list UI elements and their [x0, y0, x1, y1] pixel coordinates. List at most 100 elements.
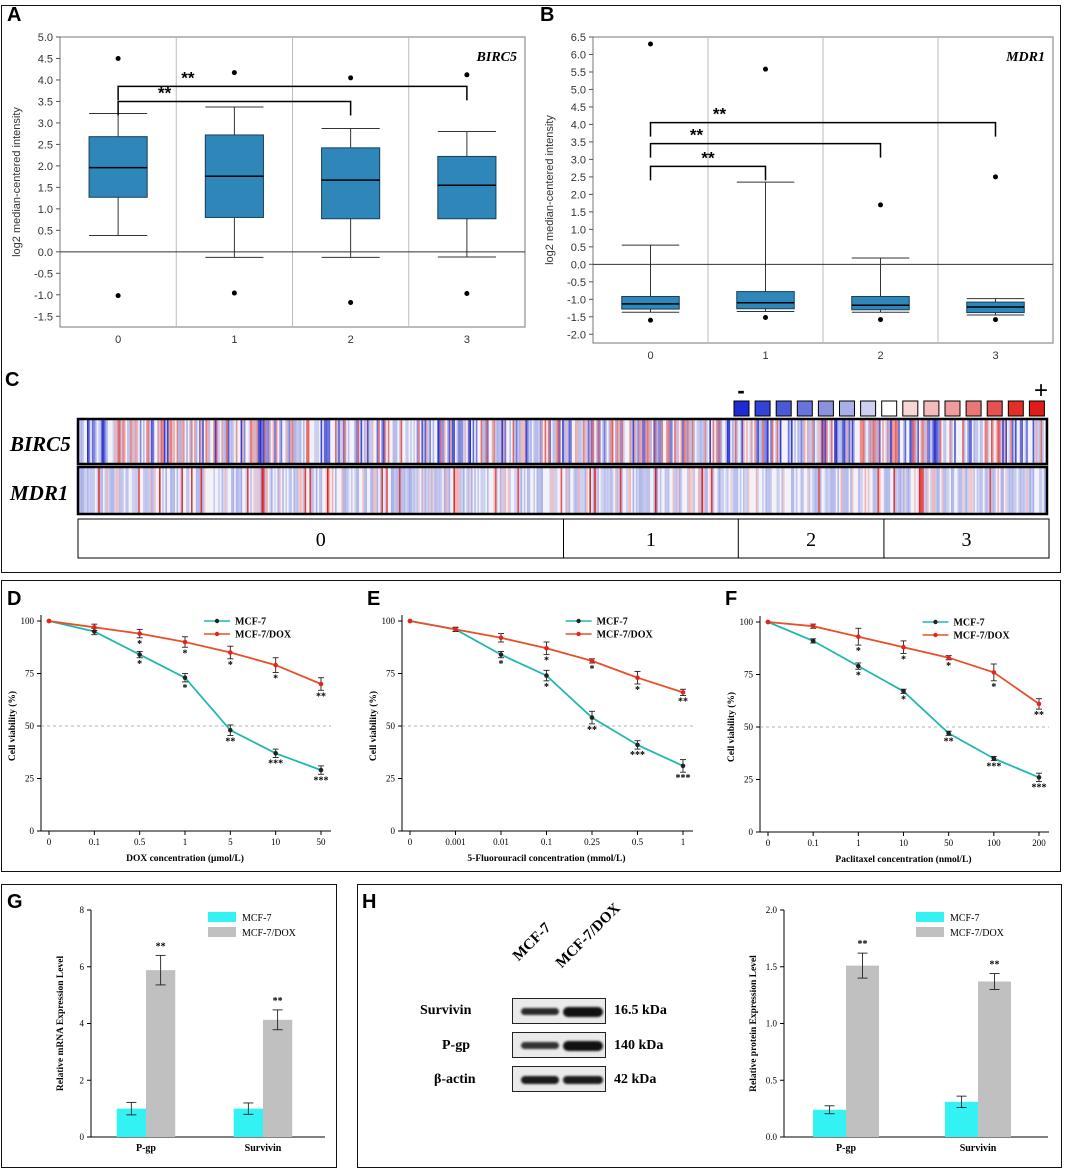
heatmap-cell [280, 420, 283, 463]
heatmap-cell [875, 468, 878, 513]
x-tick-label: 0 [408, 837, 413, 847]
heatmap-cell [311, 468, 313, 513]
bar [262, 1019, 293, 1137]
heatmap-cell [1042, 420, 1044, 463]
blot-size-label: 16.5 kDa [614, 1003, 667, 1018]
heatmap-cell [149, 468, 151, 513]
heatmap-cell [648, 468, 651, 513]
heatmap-cell [802, 420, 804, 463]
heatmap-cell [575, 420, 577, 463]
heatmap-cell [157, 420, 159, 463]
heatmap-cell [275, 420, 278, 463]
heatmap-cell [891, 420, 894, 463]
heatmap-cell [859, 468, 862, 513]
heatmap-cell [655, 420, 657, 463]
heatmap-cell [231, 420, 233, 463]
heatmap-cell [263, 420, 265, 463]
y-tick-label: 2.0 [571, 189, 586, 201]
heatmap-cell [99, 420, 102, 463]
heatmap-cell [82, 420, 84, 463]
heatmap-cell [602, 468, 604, 513]
blot-protein-label: β-actin [434, 1072, 476, 1087]
legend-marker [214, 631, 220, 637]
heatmap-cell [181, 468, 183, 513]
heatmap-cell [971, 468, 974, 513]
heatmap-cell [357, 420, 359, 463]
heatmap-cell [627, 468, 630, 513]
significance-label: ** [701, 148, 715, 167]
y-tick-label: -0.5 [567, 277, 586, 289]
data-point [810, 638, 816, 644]
heatmap-cell [920, 420, 923, 463]
heatmap-cell [584, 420, 587, 463]
heatmap-cell [271, 468, 273, 513]
heatmap-cell [480, 420, 483, 463]
heatmap-cell [778, 420, 780, 463]
heatmap-cell [429, 420, 431, 463]
heatmap-cell [658, 420, 660, 463]
heatmap-cell [941, 468, 943, 513]
heatmap-cell [674, 468, 676, 513]
heatmap-cell [898, 420, 900, 463]
x-tick-label: 5 [228, 837, 233, 847]
heatmap-cell [304, 468, 307, 513]
heatmap-cell [493, 468, 495, 513]
heatmap-cell [80, 468, 83, 513]
heatmap-cell [1011, 420, 1014, 463]
heatmap-cell [787, 420, 790, 463]
bar [145, 970, 176, 1137]
heatmap-cell [287, 420, 289, 463]
heatmap-cell [288, 468, 291, 513]
heatmap-cell [795, 468, 798, 513]
heatmap-cell [421, 468, 423, 513]
heatmap-cell [927, 468, 929, 513]
heatmap-cell [807, 420, 809, 463]
heatmap-cell [447, 420, 449, 463]
heatmap-cell [397, 468, 399, 513]
heatmap-cell [112, 420, 115, 463]
y-tick-label: 0.0 [38, 247, 53, 259]
heatmap-cell [688, 420, 691, 463]
legend-marker [933, 619, 938, 625]
heatmap-cell [965, 468, 967, 513]
heatmap-cell [298, 420, 300, 463]
heatmap-cell [171, 420, 174, 463]
heatmap-cell [1013, 420, 1015, 463]
outlier-point [464, 72, 470, 78]
heatmap-cell [325, 420, 327, 463]
heatmap-cell [423, 420, 425, 463]
y-tick-label: 0.0 [571, 259, 586, 271]
heatmap-cell [642, 468, 644, 513]
significance-label: ** [273, 996, 283, 1007]
heatmap-cell [567, 468, 569, 513]
heatmap-cell [871, 420, 873, 463]
y-axis-label: Relative protein Expression Level [749, 955, 759, 1092]
heatmap-cell [293, 468, 295, 513]
x-tick-label: 0.1 [541, 837, 552, 847]
heatmap-cell [917, 468, 919, 513]
heatmap-cell [367, 420, 369, 463]
y-tick-label: 0.5 [766, 1075, 778, 1085]
heatmap-cell [570, 420, 572, 463]
heatmap-cell [483, 420, 486, 463]
heatmap-cell [968, 468, 971, 513]
heatmap-cell [117, 468, 119, 513]
heatmap-cell [847, 420, 849, 463]
heatmap-cell [379, 468, 382, 513]
heatmap-cell [659, 420, 662, 463]
y-tick-label: 6.5 [571, 32, 586, 44]
x-tick-label: 10 [899, 838, 909, 848]
heatmap-cell [224, 468, 227, 513]
blot-band-box [512, 1032, 606, 1058]
significance-label: *** [630, 750, 645, 761]
significance-label: * [856, 670, 861, 681]
heatmap-cell [936, 420, 939, 463]
heatmap-cell [405, 420, 407, 463]
y-axis-label: log2 median-centered intensity [544, 115, 556, 265]
heatmap-cell [581, 420, 583, 463]
heatmap-cell [343, 420, 345, 463]
heatmap-cell [547, 420, 550, 463]
heatmap-cell [887, 468, 889, 513]
heatmap-cell [552, 468, 555, 513]
heatmap-cell [922, 468, 924, 513]
